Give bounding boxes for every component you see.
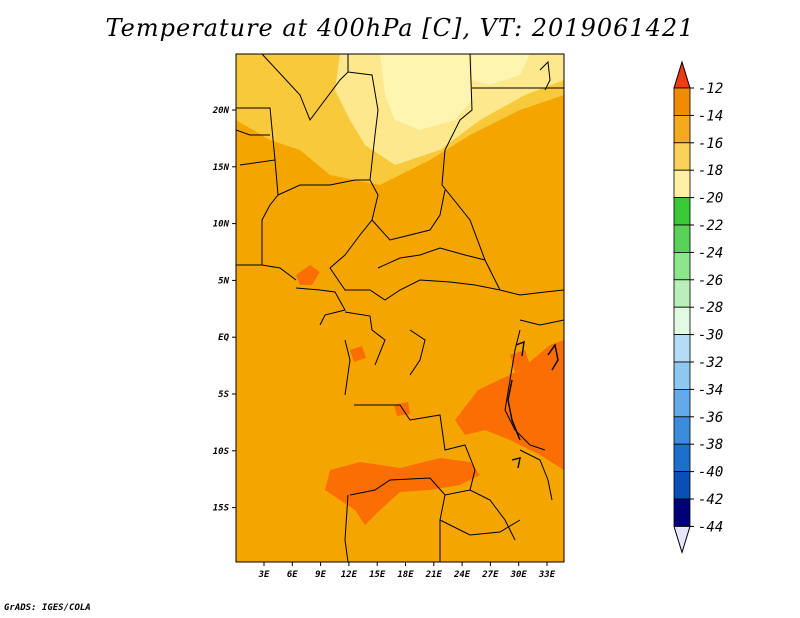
colorbar-swatch [673, 87, 691, 116]
colorbar-label: -16 [698, 136, 723, 152]
colorbar-label: -38 [698, 437, 723, 453]
colorbar-swatch [673, 334, 691, 363]
colorbar-label: -18 [698, 163, 723, 179]
colorbar-label: -26 [698, 273, 723, 289]
colorbar-label: -30 [698, 328, 723, 344]
colorbar-swatch [673, 471, 691, 500]
colorbar-label: -44 [698, 519, 723, 535]
colorbar-swatch [673, 388, 691, 418]
colorbar-swatch [673, 142, 691, 171]
lat-tick-label: 20N [212, 106, 230, 116]
colorbar-swatch [673, 279, 691, 308]
temperature-field [236, 54, 564, 562]
colorbar-label: -14 [698, 108, 723, 124]
colorbar-label: -32 [698, 355, 723, 371]
lat-tick-label: EQ [218, 333, 229, 343]
colorbar-swatch [673, 251, 691, 281]
colorbar-swatch [673, 306, 691, 336]
lon-tick-label: 9E [315, 570, 326, 580]
lat-tick-label: 5N [218, 276, 229, 286]
colorbar: -12 -14 -16 -18 -20 -22 -24 -26 -28 -30 -32 -34 -36 -… [673, 60, 723, 555]
colorbar-label: -12 [698, 81, 723, 97]
colorbar-label: -34 [698, 382, 723, 398]
colorbar-swatch [673, 115, 691, 144]
lon-tick-label: 21E [425, 570, 443, 580]
lon-tick-label: 33E [538, 570, 556, 580]
latitude-axis: 20N 15N 10N 5N EQ 5S 10S 15S [212, 106, 236, 514]
lon-tick-label: 27E [481, 570, 499, 580]
warm-temperature-zone [296, 265, 320, 285]
lat-tick-label: 15N [213, 163, 230, 173]
colorbar-label: -40 [698, 465, 723, 481]
map-title: Temperature at 400hPa [C], VT: 201906142… [105, 14, 695, 42]
colorbar-label: -22 [698, 218, 723, 234]
lon-tick-label: 30E [510, 570, 528, 580]
palest-temperature-zone [472, 54, 530, 85]
footer-credit: GrADS: IGES/COLA [4, 603, 91, 613]
longitude-axis: 3E 6E 9E 12E 15E 18E 21E 24E 27E 30E 33E [258, 562, 556, 580]
colorbar-label: -42 [698, 492, 723, 508]
lon-tick-label: 3E [258, 570, 270, 580]
lon-tick-label: 15E [369, 570, 386, 580]
colorbar-swatch [673, 361, 691, 390]
lat-tick-label: 10S [213, 447, 230, 457]
warm-temperature-zone [510, 350, 530, 372]
colorbar-label: -24 [698, 245, 723, 261]
lat-tick-label: 15S [213, 504, 230, 514]
lon-tick-label: 24E [453, 570, 471, 580]
palest-temperature-zone [380, 54, 472, 130]
lakes [507, 340, 559, 469]
colorbar-swatch [673, 416, 691, 445]
country-borders [236, 54, 564, 562]
warm-temperature-zone [325, 458, 480, 525]
colorbar-top-arrow [673, 60, 691, 89]
map-frame [235, 53, 565, 563]
colorbar-label: -36 [698, 410, 723, 426]
colorbar-swatch [673, 169, 691, 198]
lat-tick-label: 10N [213, 220, 230, 230]
lat-tick-label: 5S [218, 390, 229, 400]
colorbar-swatch [673, 224, 691, 253]
colorbar-swatch [673, 197, 691, 226]
warm-temperature-zone [350, 346, 366, 362]
colorbar-label: -20 [698, 191, 723, 207]
colorbar-bottom-arrow [673, 525, 691, 555]
colorbar-swatch [673, 443, 691, 473]
lon-tick-label: 12E [341, 570, 358, 580]
colorbar-swatch [673, 498, 691, 527]
lon-tick-label: 18E [397, 570, 414, 580]
colorbar-label: -28 [698, 300, 723, 316]
lon-tick-label: 6E [287, 570, 298, 580]
